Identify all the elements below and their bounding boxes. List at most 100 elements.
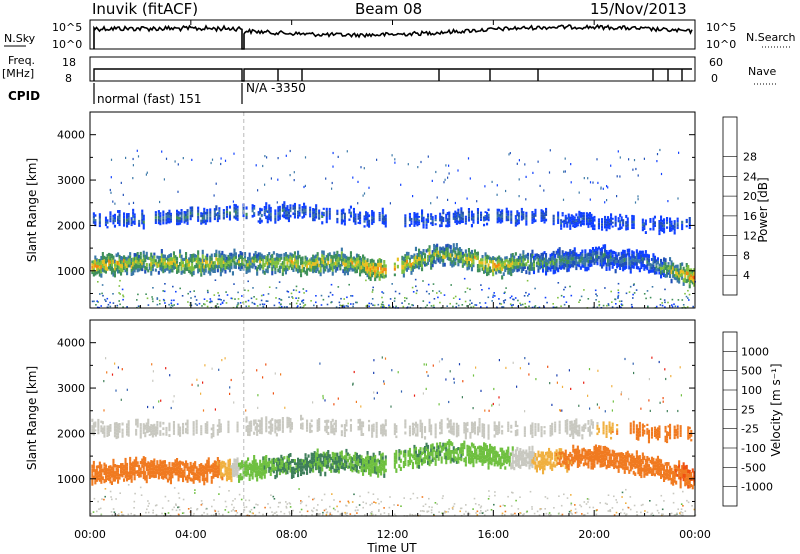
power-speck — [347, 305, 349, 308]
power-cell — [312, 265, 315, 270]
velocity-cell — [259, 467, 262, 471]
velocity-cell — [551, 452, 554, 457]
power-cell — [510, 218, 513, 222]
power-cell — [510, 221, 513, 224]
power-cell — [287, 214, 291, 217]
power-cell — [177, 216, 180, 220]
velocity-cell — [427, 460, 430, 465]
power-cell — [587, 216, 590, 220]
velocity-cell — [414, 446, 418, 451]
power-cell — [623, 253, 626, 258]
power-cell — [328, 212, 331, 215]
power-speck — [350, 295, 352, 297]
power-cell — [578, 213, 581, 216]
power-cell — [228, 264, 232, 269]
power-cell — [180, 266, 183, 271]
power-cell — [670, 260, 673, 265]
power-cell — [342, 269, 345, 274]
power-cell — [247, 269, 250, 273]
power-cell — [501, 217, 504, 220]
power-cell — [405, 251, 409, 256]
power-cell — [218, 257, 221, 262]
power-cell — [545, 218, 548, 222]
power-cell — [472, 221, 475, 224]
velocity-cell — [318, 454, 321, 458]
power-cell — [297, 255, 300, 260]
power-cell — [575, 224, 578, 228]
power-cell — [98, 216, 101, 219]
power-cell — [245, 267, 248, 271]
power-cell — [250, 262, 253, 266]
power-cell — [451, 263, 454, 268]
power-cell — [325, 210, 328, 214]
power-speck — [322, 298, 325, 301]
power-cell — [563, 222, 566, 225]
power-cell — [141, 259, 144, 263]
power-cell — [576, 220, 579, 223]
power-cell — [325, 254, 328, 258]
power-cell — [159, 220, 162, 223]
power-cell — [142, 214, 145, 218]
power-cell — [532, 220, 536, 223]
power-cell — [297, 212, 300, 215]
power-cell — [463, 253, 466, 257]
power-cell — [561, 265, 564, 269]
velocity-cell — [445, 451, 448, 456]
velocity-cell — [295, 467, 298, 471]
noise-trace — [93, 23, 693, 50]
power-cell — [517, 214, 520, 217]
power-cell — [312, 211, 315, 215]
velocity-cell — [546, 463, 549, 466]
velocity-cell — [340, 465, 343, 469]
power-cell — [260, 253, 263, 258]
power-cell — [204, 211, 207, 215]
velocity-cell — [290, 470, 294, 475]
power-cell — [144, 254, 147, 259]
power-cell — [629, 263, 632, 267]
power-speck — [408, 303, 410, 305]
power-cell — [685, 218, 688, 221]
power-cell — [460, 219, 463, 224]
power-cell — [153, 252, 156, 256]
power-cell — [334, 268, 337, 273]
power-cell — [616, 254, 619, 258]
power-cell — [640, 254, 643, 259]
power-speck-high — [563, 170, 565, 173]
power-speck — [217, 306, 220, 308]
power-cell — [613, 257, 616, 260]
velocity-cell — [174, 459, 177, 464]
power-cell — [563, 263, 566, 267]
power-cell — [425, 249, 428, 253]
velocity-cell — [147, 461, 150, 465]
velocity-cell — [490, 457, 493, 462]
power-cell — [484, 215, 487, 217]
velocity-cell — [504, 466, 507, 470]
velocity-cell — [602, 462, 605, 467]
power-cell — [607, 218, 610, 222]
power-cell — [646, 260, 649, 264]
power-speck — [578, 301, 580, 303]
velocity-cell — [446, 441, 449, 445]
power-cell — [464, 260, 467, 265]
velocity-cell — [384, 462, 387, 466]
power-speck — [371, 298, 374, 300]
velocity-cell — [352, 464, 356, 468]
power-cell — [144, 258, 147, 263]
power-cell — [154, 211, 157, 214]
velocity-cell — [398, 456, 401, 461]
power-speck — [292, 297, 294, 299]
power-speck — [302, 302, 305, 304]
power-cell — [622, 267, 625, 272]
power-cell — [401, 269, 404, 274]
power-speck — [505, 287, 507, 289]
power-speck — [503, 292, 506, 294]
power-cell — [564, 260, 567, 264]
power-cell — [141, 215, 144, 219]
power-speck — [275, 287, 278, 289]
power-cell — [171, 268, 174, 273]
power-cell — [543, 221, 546, 224]
velocity-cell — [157, 475, 160, 480]
velocity-cell — [345, 456, 348, 461]
power-cell — [514, 215, 517, 218]
velocity-cell — [587, 464, 590, 469]
